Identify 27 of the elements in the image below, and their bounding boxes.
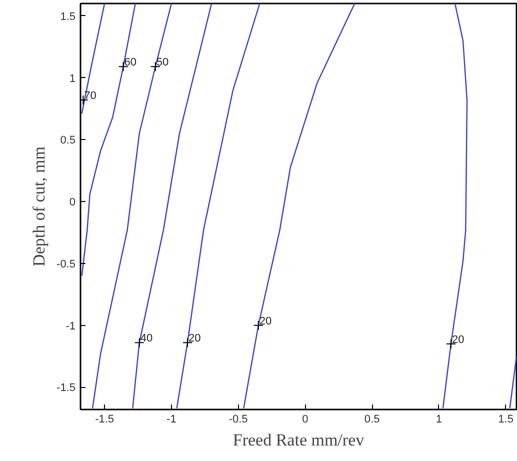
y-tick-label: 1.5 xyxy=(60,10,76,23)
x-tick-label: 0 xyxy=(302,414,308,426)
annotation: 50 xyxy=(156,56,169,69)
y-tick-label: -1.5 xyxy=(56,382,76,394)
annotation: 40 xyxy=(140,332,153,345)
x-tick-label: -1 xyxy=(166,414,176,426)
annotation: 20 xyxy=(452,334,464,346)
line-series xyxy=(81,4,106,114)
x-tick-label: 1 xyxy=(436,414,442,426)
x-tick-label: -0.5 xyxy=(228,414,248,426)
y-tick-label: 0 xyxy=(69,196,76,209)
y-axis-title: Depth of cut, mm xyxy=(30,146,49,266)
x-tick-label: -1.5 xyxy=(95,414,114,426)
x-tick-label: 0.5 xyxy=(364,414,380,426)
x-axis-title: Freed Rate mm/rev xyxy=(232,430,365,450)
line-series xyxy=(243,4,356,409)
annotation: 60 xyxy=(124,56,137,69)
line-series xyxy=(442,4,468,409)
annotation: 20 xyxy=(188,332,201,345)
line-series xyxy=(176,4,260,409)
y-tick-label: 1 xyxy=(69,72,76,85)
line-series xyxy=(81,4,136,276)
y-tick-label: -1 xyxy=(66,320,76,332)
y-tick-label: 0.5 xyxy=(60,134,76,147)
annotation: 20 xyxy=(259,315,272,328)
x-tick-label: 1.5 xyxy=(498,414,514,426)
y-tick-label: -0.5 xyxy=(56,258,76,270)
